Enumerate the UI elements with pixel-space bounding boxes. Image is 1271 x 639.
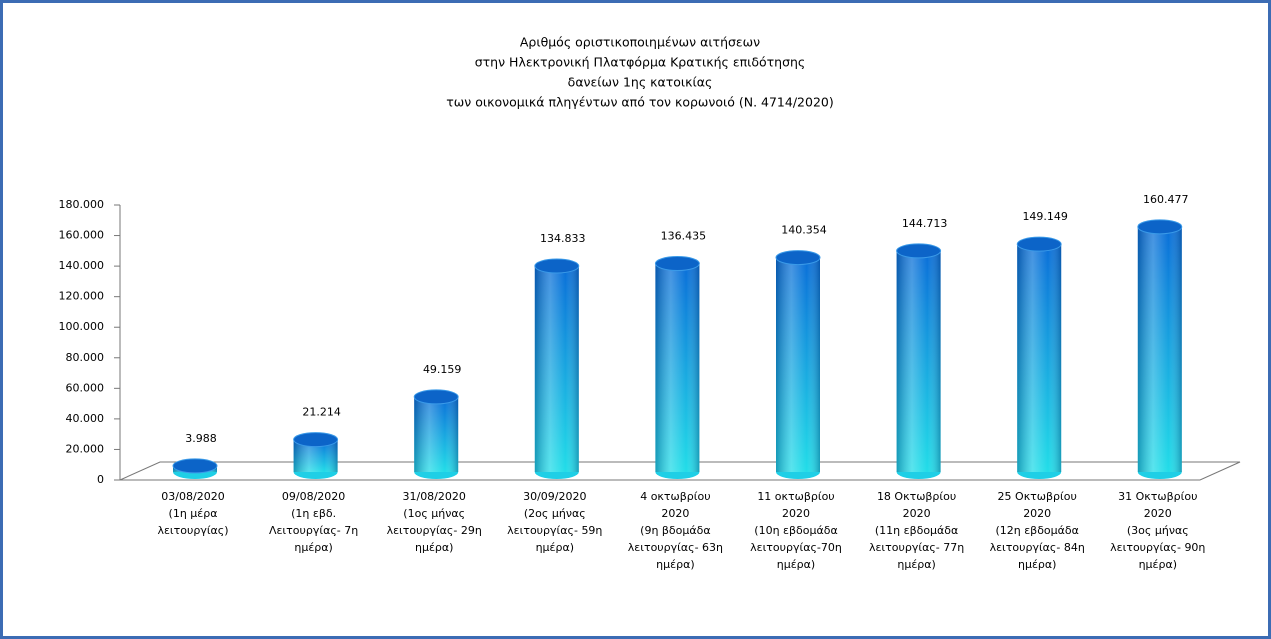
bar-top [293, 432, 339, 448]
bar-shade [776, 257, 820, 472]
x-tick-label: 09/08/2020 [282, 490, 345, 503]
bar-shade [896, 250, 941, 472]
data-label: 49.159 [423, 363, 462, 376]
bar-top [413, 389, 459, 405]
x-tick-label: λειτουργίας- 63η [628, 541, 723, 554]
x-tick-label: ημέρα) [656, 558, 694, 571]
bar-top [654, 256, 700, 272]
x-tick-label: λειτουργίας- 29η [387, 524, 482, 537]
bar-top [896, 243, 942, 259]
y-tick-label: 160.000 [59, 229, 105, 242]
x-tick-label: 4 οκτωβρίου [640, 490, 710, 503]
x-tick-label: 31 Οκτωβρίου [1118, 490, 1197, 503]
x-tick-label: Λειτουργίας- 7η [269, 524, 358, 537]
y-tick-label: 180.000 [59, 198, 105, 211]
x-tick-label: (1ος μήνας [403, 507, 465, 520]
data-label: 144.713 [902, 217, 948, 230]
x-tick-label: λειτουργίας- 77η [869, 541, 964, 554]
data-label: 21.214 [302, 406, 341, 419]
chart-title: δανείων 1ης κατοικίας [568, 75, 713, 90]
x-tick-label: 2020 [903, 507, 931, 520]
x-tick-label: (11η εβδομάδα [875, 524, 958, 537]
y-tick-label: 0 [97, 473, 104, 486]
bar-shade [534, 266, 579, 472]
bar-top [775, 250, 821, 266]
x-tick-label: ημέρα) [1018, 558, 1056, 571]
x-tick-label: ημέρα) [415, 541, 453, 554]
bar-top [1016, 236, 1062, 252]
y-tick-label: 80.000 [66, 351, 105, 364]
x-tick-label: 30/09/2020 [523, 490, 586, 503]
x-tick-label: (3ος μήνας [1127, 524, 1189, 537]
x-tick-label: 18 Οκτωβρίου [877, 490, 956, 503]
bar-shade [414, 396, 459, 472]
data-label: 136.435 [661, 230, 707, 243]
x-tick-label: 25 Οκτωβρίου [998, 490, 1077, 503]
x-tick-label: λειτουργίας-70η [750, 541, 842, 554]
x-tick-label: ημέρα) [1139, 558, 1177, 571]
y-tick-label: 40.000 [66, 412, 105, 425]
y-tick-label: 140.000 [59, 259, 105, 272]
x-tick-label: (2ος μήνας [524, 507, 586, 520]
x-tick-label: (1η μέρα [169, 507, 218, 520]
x-tick-label: ημέρα) [777, 558, 815, 571]
y-tick-label: 120.000 [59, 290, 105, 303]
bar-top [534, 258, 580, 274]
x-tick-label: 2020 [782, 507, 810, 520]
x-tick-label: (12η εβδομάδα [995, 524, 1078, 537]
chart-title: Αριθμός οριστικοποιημένων αιτήσεων [520, 35, 760, 50]
y-tick-label: 100.000 [59, 320, 105, 333]
data-label: 134.833 [540, 232, 586, 245]
bar-top [172, 458, 218, 474]
x-tick-label: λειτουργίας- 59η [507, 524, 602, 537]
chart-title: στην Ηλεκτρονική Πλατφόρμα Κρατικής επιδ… [475, 55, 806, 70]
x-tick-label: 2020 [1023, 507, 1051, 520]
x-tick-label: 31/08/2020 [402, 490, 465, 503]
x-tick-label: (9η βδομάδα [640, 524, 710, 537]
data-label: 160.477 [1143, 193, 1189, 206]
data-label: 3.988 [185, 432, 217, 445]
x-tick-label: ημέρα) [897, 558, 935, 571]
title: Αριθμός οριστικοποιημένων αιτήσεων στην Η… [446, 35, 833, 110]
x-tick-label: 2020 [1144, 507, 1172, 520]
x-tick-label: 03/08/2020 [161, 490, 224, 503]
bar-shade [655, 263, 700, 472]
x-tick-label: ημέρα) [536, 541, 574, 554]
x-tick-label: (10η εβδομάδα [754, 524, 837, 537]
x-tick-label: λειτουργίας) [157, 524, 228, 537]
bar-top [1137, 219, 1183, 235]
y-tick-label: 20.000 [66, 442, 105, 455]
data-label: 140.354 [781, 224, 827, 237]
x-tick-label: λειτουργίας- 84η [990, 541, 1085, 554]
chart-title: των οικονομικά πληγέντων από τον κορωνοι… [446, 95, 833, 110]
bar-shade [1137, 226, 1182, 472]
data-label: 149.149 [1022, 210, 1068, 223]
x-tick-label: 11 οκτωβρίου [757, 490, 834, 503]
x-tick-label: λειτουργίας- 90η [1110, 541, 1205, 554]
y-tick-label: 60.000 [66, 381, 105, 394]
x-tick-label: ημέρα) [294, 541, 332, 554]
bar-shade [1017, 244, 1062, 472]
x-tick-label: (1η εβδ. [291, 507, 336, 520]
x-tick-label: 2020 [661, 507, 689, 520]
